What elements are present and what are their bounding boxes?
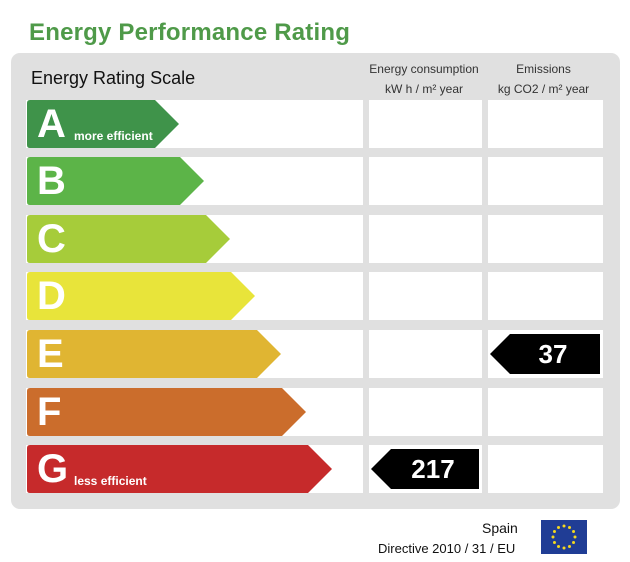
flag-star [562, 546, 566, 550]
rating-note: less efficient [74, 474, 147, 488]
consumption-cell [369, 215, 482, 263]
flag-star [557, 525, 560, 529]
consumption-header-unit: kW h / m² year [384, 82, 463, 96]
rating-row-c: C [0, 215, 630, 263]
emissions-header: Emissions kg CO2 / m² year [485, 59, 602, 99]
consumption-marker-value: 217 [411, 454, 455, 484]
rating-letter: E [37, 332, 64, 376]
emissions-header-unit: kg CO2 / m² year [497, 82, 590, 96]
emissions-marker: 37 [490, 334, 600, 374]
rating-row-b: B [0, 157, 630, 205]
flag-star [573, 535, 577, 539]
flag-star [562, 524, 566, 528]
emissions-cell [488, 272, 603, 320]
flag-star [557, 545, 560, 549]
emissions-cell [488, 388, 603, 436]
rating-arrow-f: F [27, 388, 306, 436]
emissions-cell [488, 100, 603, 148]
consumption-cell [369, 330, 482, 378]
emissions-cell [488, 157, 603, 205]
consumption-cell [369, 157, 482, 205]
rating-arrow-b: B [27, 157, 204, 205]
flag-star [568, 545, 571, 549]
footer-country: Spain [482, 520, 518, 536]
consumption-header: Energy consumption kW h / m² year [362, 59, 486, 99]
emissions-cell [488, 445, 603, 493]
rating-arrow-c: C [27, 215, 230, 263]
footer-directive: Directive 2010 / 31 / EU [378, 541, 516, 556]
consumption-cell [369, 272, 482, 320]
rating-arrow-e: E [27, 330, 281, 378]
flag-star [568, 525, 571, 529]
emissions-header-title: Emissions [516, 62, 571, 76]
flag-star [552, 530, 556, 533]
consumption-cell [369, 100, 482, 148]
rating-row-e: E 37 [0, 330, 630, 378]
rating-letter: C [37, 217, 66, 261]
scale-label: Energy Rating Scale [31, 68, 196, 88]
flag-star [552, 541, 556, 544]
emissions-marker-value: 37 [538, 339, 568, 369]
rating-letter: F [37, 390, 62, 434]
rating-row-f: F [0, 388, 630, 436]
rating-note: more efficient [74, 129, 153, 143]
rating-letter: G [37, 447, 69, 491]
consumption-marker: 217 [371, 449, 479, 489]
rating-letter: B [37, 159, 66, 203]
flag-star [572, 541, 576, 544]
rating-letter: D [37, 274, 66, 318]
flag-star [551, 535, 555, 539]
emissions-cell [488, 215, 603, 263]
flag-star [572, 530, 576, 533]
consumption-header-title: Energy consumption [369, 62, 479, 76]
consumption-cell [369, 388, 482, 436]
eu-flag-icon [541, 520, 587, 554]
rating-row-d: D [0, 272, 630, 320]
rating-letter: A [37, 102, 66, 146]
rating-arrow-d: D [27, 272, 255, 320]
page-title: Energy Performance Rating [29, 19, 351, 46]
